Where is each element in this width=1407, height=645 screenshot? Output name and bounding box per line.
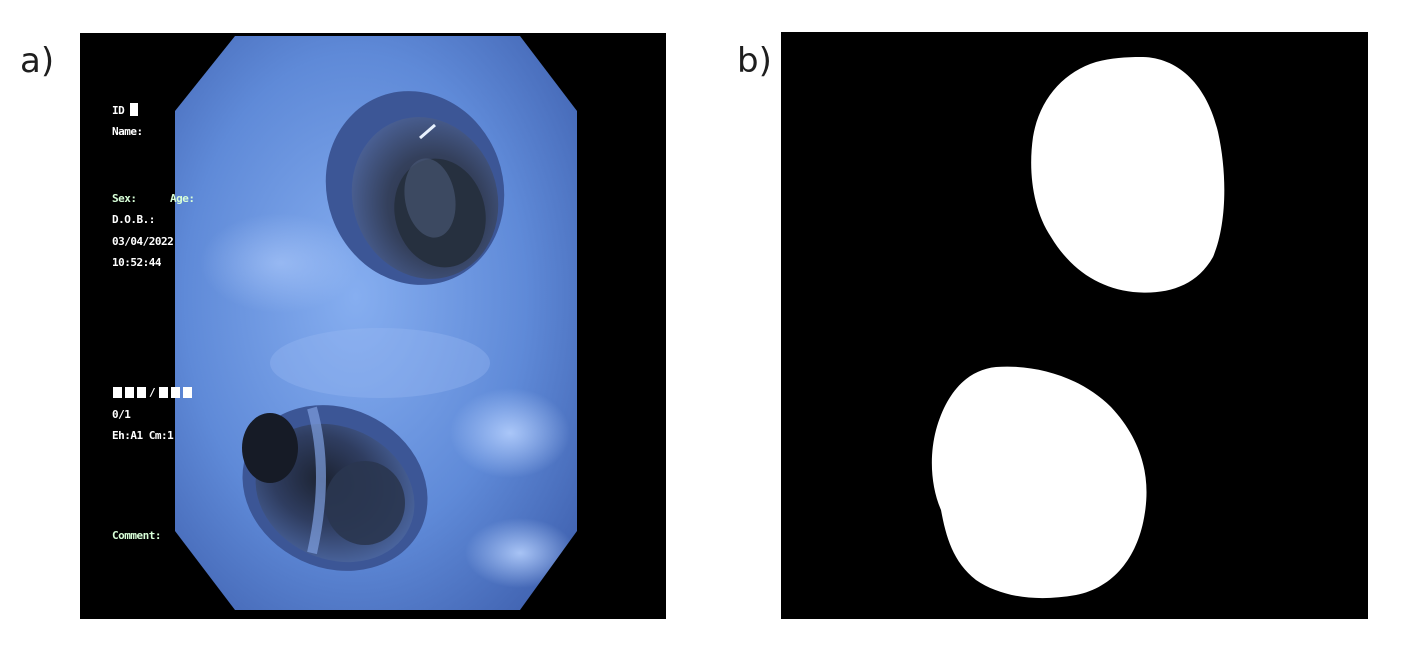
- panel-a-label: a): [20, 41, 55, 81]
- redacted-block-row: /: [113, 387, 192, 398]
- time-text: 10:52:44: [112, 256, 161, 269]
- comment-label: Comment:: [112, 529, 161, 542]
- counter-text: 0/1: [112, 408, 131, 421]
- endoscope-field: [175, 36, 577, 610]
- settings-text: Eh:A1 Cm:1: [112, 429, 174, 442]
- id-label: ID: [112, 104, 125, 117]
- sex-label: Sex:: [112, 192, 137, 205]
- dob-label: D.O.B.:: [112, 213, 155, 226]
- date-text: 03/04/2022: [112, 235, 174, 248]
- endoscopy-image-panel: ID Name: Sex: Age: D.O.B.: 03/04/2022 10…: [80, 33, 666, 619]
- segmentation-mask-panel: [781, 32, 1368, 619]
- name-label: Name:: [112, 125, 143, 138]
- segmentation-mask: [781, 32, 1368, 619]
- endoscopy-image: [175, 36, 577, 610]
- panel-b-label: b): [737, 41, 772, 81]
- mask-region-lower: [931, 366, 1147, 599]
- age-label: Age:: [170, 192, 195, 205]
- id-value-block: [130, 103, 138, 116]
- mask-region-upper: [1031, 57, 1225, 293]
